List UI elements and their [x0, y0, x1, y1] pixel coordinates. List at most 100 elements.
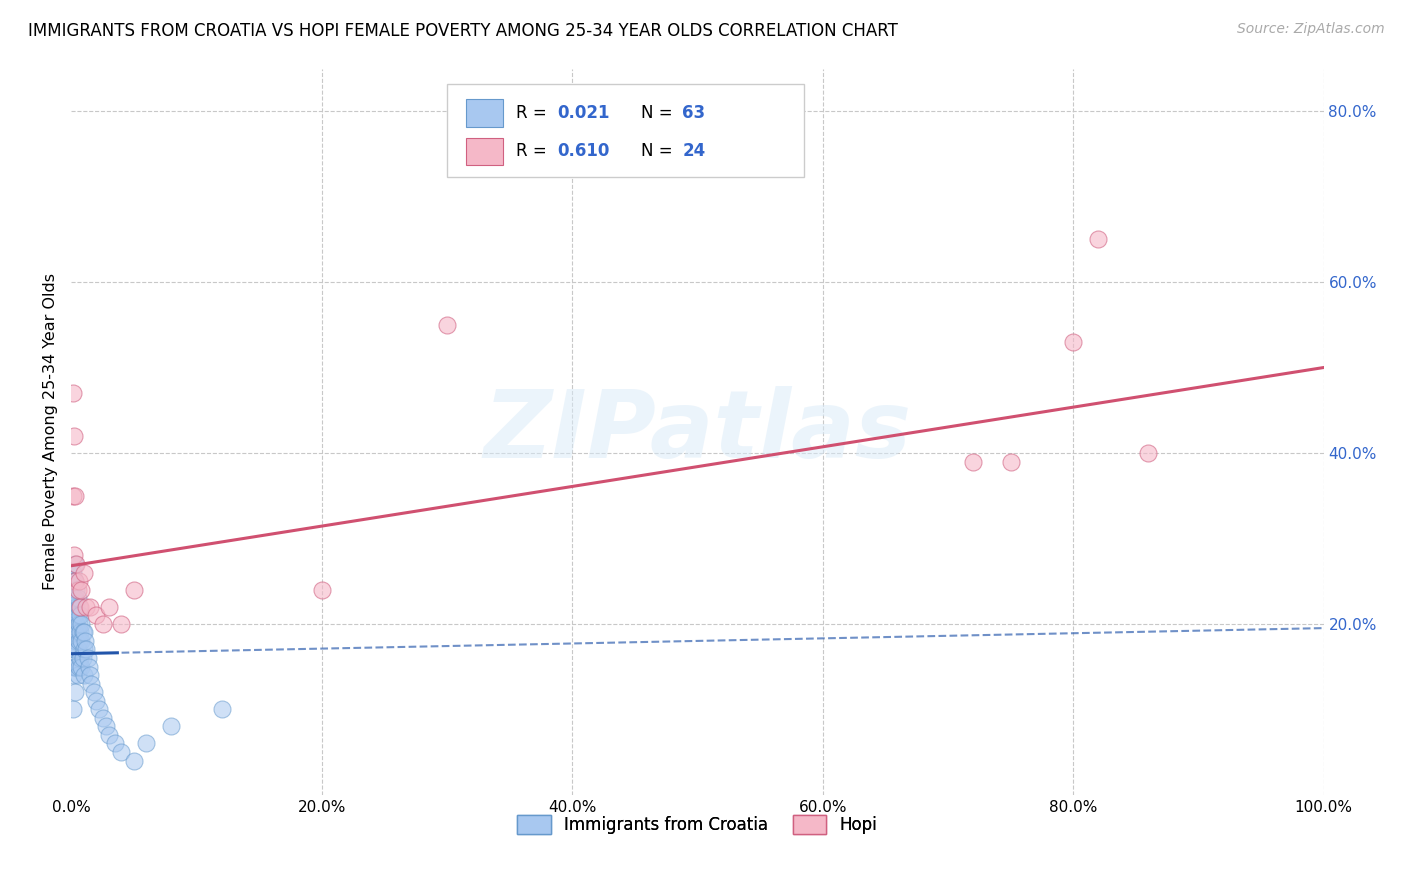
Point	[63, 574, 86, 588]
Point	[67, 599, 90, 614]
Point	[77, 659, 100, 673]
Point	[1000, 454, 1022, 468]
Point	[63, 608, 86, 623]
Point	[65, 659, 87, 673]
Point	[62, 591, 84, 606]
Text: R =: R =	[516, 143, 553, 161]
Point	[63, 574, 86, 588]
Point	[63, 549, 86, 563]
Text: 0.021: 0.021	[557, 103, 610, 122]
Point	[86, 608, 108, 623]
Point	[73, 668, 96, 682]
Point	[69, 651, 91, 665]
Point	[63, 557, 86, 571]
Point	[66, 642, 89, 657]
Text: 0.610: 0.610	[557, 143, 610, 161]
Point	[62, 386, 84, 401]
Text: N =: N =	[641, 143, 678, 161]
Point	[962, 454, 984, 468]
Point	[79, 668, 101, 682]
Text: 24: 24	[682, 143, 706, 161]
Point	[65, 616, 87, 631]
Point	[63, 591, 86, 606]
Text: 63: 63	[682, 103, 706, 122]
Point	[110, 616, 132, 631]
Point	[63, 659, 86, 673]
Point	[62, 489, 84, 503]
Point	[69, 625, 91, 640]
Point	[62, 702, 84, 716]
Point	[97, 599, 120, 614]
Point	[65, 582, 87, 597]
Point	[63, 642, 86, 657]
Point	[63, 489, 86, 503]
Point	[311, 582, 333, 597]
Point	[69, 608, 91, 623]
Point	[69, 599, 91, 614]
Point	[67, 616, 90, 631]
Point	[63, 608, 86, 623]
Point	[62, 566, 84, 580]
Point	[86, 694, 108, 708]
Point	[73, 625, 96, 640]
Point	[110, 745, 132, 759]
Point	[135, 736, 157, 750]
Point	[63, 591, 86, 606]
FancyBboxPatch shape	[465, 137, 503, 165]
Point	[1062, 334, 1084, 349]
Point	[63, 429, 86, 443]
Point	[75, 642, 97, 657]
Legend: Immigrants from Croatia, Hopi: Immigrants from Croatia, Hopi	[510, 808, 884, 841]
Point	[62, 642, 84, 657]
Point	[66, 668, 89, 682]
Point	[67, 574, 90, 588]
Point	[1137, 446, 1160, 460]
FancyBboxPatch shape	[447, 85, 804, 178]
Point	[63, 642, 86, 657]
Point	[62, 668, 84, 682]
Point	[67, 659, 90, 673]
Point	[63, 625, 86, 640]
Point	[79, 599, 101, 614]
Point	[70, 634, 93, 648]
Point	[72, 651, 94, 665]
Point	[70, 582, 93, 597]
Point	[72, 625, 94, 640]
Point	[122, 582, 145, 597]
Point	[63, 574, 86, 588]
Point	[91, 711, 114, 725]
Point	[66, 591, 89, 606]
Text: IMMIGRANTS FROM CROATIA VS HOPI FEMALE POVERTY AMONG 25-34 YEAR OLDS CORRELATION: IMMIGRANTS FROM CROATIA VS HOPI FEMALE P…	[28, 22, 898, 40]
Text: Source: ZipAtlas.com: Source: ZipAtlas.com	[1237, 22, 1385, 37]
Text: R =: R =	[516, 103, 553, 122]
Point	[211, 702, 233, 716]
Point	[63, 685, 86, 699]
Point	[83, 685, 105, 699]
Point	[63, 625, 86, 640]
Point	[66, 625, 89, 640]
Point	[75, 599, 97, 614]
Point	[436, 318, 458, 332]
Point	[75, 634, 97, 648]
Y-axis label: Female Poverty Among 25-34 Year Olds: Female Poverty Among 25-34 Year Olds	[44, 273, 58, 591]
Point	[70, 616, 93, 631]
Point	[70, 659, 93, 673]
Text: ZIPatlas: ZIPatlas	[484, 385, 911, 477]
Point	[96, 719, 118, 733]
Point	[80, 676, 103, 690]
Point	[65, 599, 87, 614]
Text: N =: N =	[641, 103, 678, 122]
Point	[76, 651, 98, 665]
Point	[122, 754, 145, 768]
Point	[104, 736, 127, 750]
Point	[97, 728, 120, 742]
Point	[65, 634, 87, 648]
Point	[87, 702, 110, 716]
Point	[91, 616, 114, 631]
Point	[66, 608, 89, 623]
Point	[1087, 232, 1109, 246]
Point	[62, 616, 84, 631]
Point	[73, 642, 96, 657]
Point	[65, 557, 87, 571]
Point	[67, 634, 90, 648]
